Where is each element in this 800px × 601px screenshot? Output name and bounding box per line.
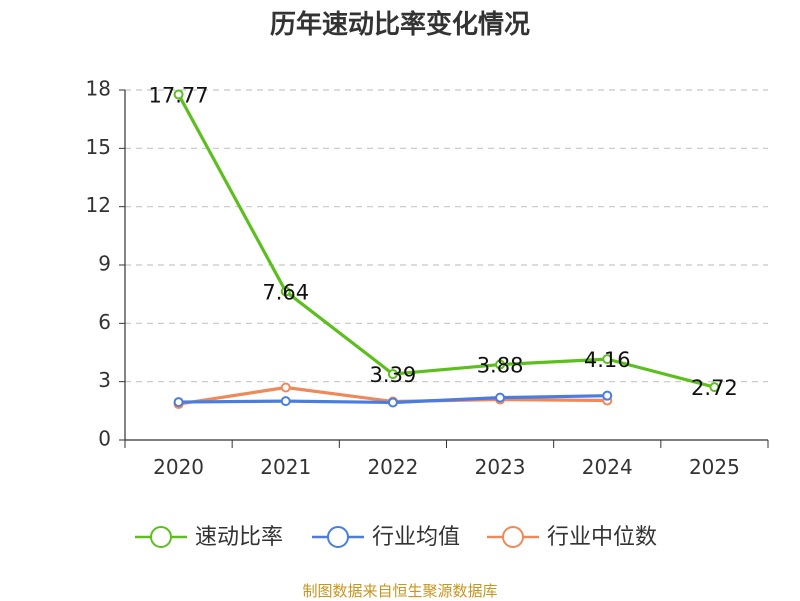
data-point <box>280 382 291 393</box>
data-label: 4.16 <box>584 348 631 372</box>
y-tick-label: 3 <box>98 368 111 392</box>
x-tick-label: 2020 <box>153 455 204 479</box>
y-tick-label: 15 <box>86 135 111 159</box>
data-point <box>495 359 506 370</box>
data-point <box>495 392 506 403</box>
y-tick-label: 18 <box>86 77 111 101</box>
x-tick-label: 2023 <box>475 455 526 479</box>
legend-marker <box>327 526 349 548</box>
y-tick-label: 9 <box>98 252 111 276</box>
data-label: 7.64 <box>262 280 309 304</box>
y-tick-label: 0 <box>98 427 111 451</box>
y-tick-label: 6 <box>98 310 111 334</box>
x-axis-ticks: 2020 2021 2022 2023 2024 2025 <box>124 440 769 479</box>
x-tick-label: 2024 <box>582 455 633 479</box>
series-line-0 <box>177 93 715 389</box>
legend-label: 行业中位数 <box>547 525 657 550</box>
series-group <box>173 89 720 410</box>
data-point <box>280 286 291 297</box>
data-point <box>387 397 398 408</box>
legend: 速动比率 行业均值 行业中位数 <box>135 525 657 550</box>
legend-label: 行业均值 <box>372 525 460 550</box>
grid-lines <box>125 89 768 383</box>
y-tick-label: 12 <box>86 193 111 217</box>
data-point <box>709 382 720 393</box>
legend-label: 速动比率 <box>195 525 283 550</box>
data-point <box>280 396 291 407</box>
data-point <box>602 390 613 401</box>
x-tick-label: 2021 <box>260 455 311 479</box>
data-point <box>387 369 398 380</box>
data-label: 3.88 <box>477 354 524 378</box>
data-source-note: 制图数据来自恒生聚源数据库 <box>302 582 498 600</box>
chart-title: 历年速动比率变化情况 <box>269 10 530 40</box>
data-label: 2.72 <box>691 376 738 400</box>
data-point <box>173 397 184 408</box>
data-labels: 17.77 7.64 3.39 3.88 4.16 2.72 <box>149 83 738 400</box>
x-tick-label: 2025 <box>689 455 740 479</box>
data-label: 3.39 <box>370 363 417 387</box>
data-label: 17.77 <box>149 83 209 107</box>
y-axis-ticks: 0 3 6 9 12 15 18 <box>86 77 125 451</box>
data-point <box>602 354 613 365</box>
x-tick-label: 2022 <box>367 455 418 479</box>
legend-marker <box>150 526 172 548</box>
data-point <box>173 89 184 100</box>
legend-marker <box>502 526 524 548</box>
